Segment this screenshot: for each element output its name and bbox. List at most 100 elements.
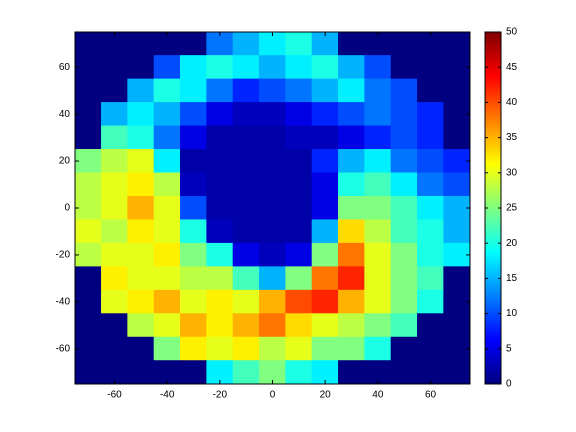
cell (417, 78, 444, 103)
cell (206, 266, 234, 291)
cell (417, 242, 444, 267)
cell (443, 313, 470, 338)
cell (390, 195, 418, 221)
cell (285, 219, 313, 244)
cell (232, 336, 260, 361)
cell (390, 125, 418, 150)
cell (285, 289, 313, 314)
cell (390, 55, 418, 80)
cell (127, 125, 155, 150)
cell (206, 125, 234, 150)
cell (285, 149, 313, 174)
cell (364, 32, 392, 56)
cell (417, 149, 444, 174)
cell (101, 32, 128, 56)
cell (127, 55, 155, 80)
cell (153, 336, 181, 361)
plot-area (75, 32, 470, 384)
cell (101, 219, 128, 244)
cell (206, 195, 234, 221)
x-tick-label: 60 (425, 390, 437, 401)
cell (127, 102, 155, 127)
cell (101, 125, 128, 150)
cell (259, 266, 286, 291)
cell (417, 102, 444, 127)
cell (338, 360, 365, 384)
cell (390, 219, 418, 244)
cell (127, 32, 155, 56)
cell (443, 78, 470, 103)
cell (232, 266, 260, 291)
cell (206, 360, 234, 384)
cell (390, 266, 418, 291)
cell (417, 313, 444, 338)
cell (75, 313, 102, 338)
cell (311, 195, 339, 221)
cell (153, 242, 181, 267)
cell (338, 125, 365, 150)
cell (153, 32, 181, 56)
cell (101, 195, 128, 221)
cell (285, 32, 313, 56)
cell (285, 266, 313, 291)
cell (364, 125, 392, 150)
y-tick-label: -60 (56, 343, 71, 354)
cell (285, 125, 313, 150)
cell (338, 149, 365, 174)
cell (390, 242, 418, 267)
cell (364, 78, 392, 103)
cell (153, 55, 181, 80)
cell (259, 289, 286, 314)
cell (443, 149, 470, 174)
cell (101, 55, 128, 80)
cell (285, 102, 313, 127)
x-tick-label: -20 (213, 390, 228, 401)
cell (180, 313, 207, 338)
cell (311, 102, 339, 127)
cell (417, 266, 444, 291)
cell (75, 360, 102, 384)
cell (101, 149, 128, 174)
cell (127, 78, 155, 103)
cell (259, 195, 286, 221)
cell (443, 172, 470, 197)
cell (259, 219, 286, 244)
cell (75, 149, 102, 174)
cell (232, 219, 260, 244)
cell (153, 313, 181, 338)
x-tick-label: 20 (320, 390, 332, 401)
cell (338, 172, 365, 197)
cell (180, 195, 207, 221)
cell (75, 195, 102, 221)
cell (75, 78, 102, 103)
cell (75, 289, 102, 314)
cell (127, 360, 155, 384)
cell (390, 360, 418, 384)
y-tick-label: 60 (59, 62, 71, 73)
cell (443, 242, 470, 267)
colorbar-tick-label: 30 (506, 167, 518, 178)
cell (153, 219, 181, 244)
x-tick-label: -60 (107, 390, 122, 401)
colorbar-tick-label: 20 (506, 238, 518, 249)
cell (127, 195, 155, 221)
cell (75, 172, 102, 197)
cell (153, 360, 181, 384)
colorbar-tick-label: 0 (506, 379, 512, 390)
colorbar-tick-label: 50 (506, 27, 518, 38)
colorbar-tick-label: 15 (506, 273, 518, 284)
cell (153, 172, 181, 197)
cell (417, 125, 444, 150)
cell (101, 266, 128, 291)
cell (285, 360, 313, 384)
cell (153, 78, 181, 103)
x-tick-label: 0 (270, 390, 276, 401)
colorbar-tick-label: 40 (506, 97, 518, 108)
cell (101, 78, 128, 103)
cell (338, 102, 365, 127)
cell (338, 336, 365, 361)
cell (338, 32, 365, 56)
cell (127, 313, 155, 338)
cell (311, 125, 339, 150)
cell (101, 102, 128, 127)
